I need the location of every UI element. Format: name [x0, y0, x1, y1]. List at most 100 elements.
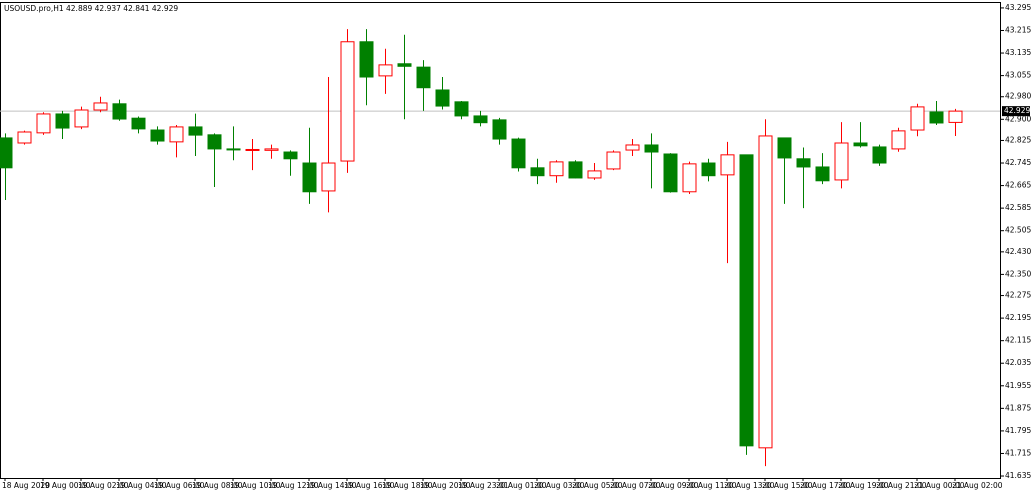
candle-body	[264, 148, 279, 151]
candle-body	[226, 148, 241, 151]
x-tick-label: 21 Aug 00:00	[914, 481, 965, 490]
x-tick-label: 19 Aug 06:00	[154, 481, 205, 490]
x-tick-label: 19 Aug 12:00	[268, 481, 319, 490]
candle-body	[834, 142, 849, 181]
x-tick-label: 19 Aug 16:00	[344, 481, 395, 490]
x-tick-label: 20 Aug 01:00	[496, 481, 547, 490]
y-tick-label: 42.900	[1005, 114, 1031, 123]
x-tick-label: 19 Aug 00:00	[40, 481, 91, 490]
candle-body	[777, 137, 792, 159]
x-tick-label: 20 Aug 03:00	[534, 481, 585, 490]
candle-body	[796, 158, 811, 168]
y-tick-label: 42.980	[1005, 92, 1031, 101]
x-tick-label: 21 Aug 02:00	[952, 481, 1003, 490]
candle-body	[74, 109, 89, 128]
candle-body	[511, 138, 526, 169]
candle-body	[625, 144, 640, 151]
y-tick-label: 42.350	[1005, 269, 1031, 278]
x-tick-label: 18 Aug 2020	[2, 481, 50, 490]
candle-body	[549, 161, 564, 177]
x-tick-label: 19 Aug 14:00	[306, 481, 357, 490]
y-tick-label: 43.215	[1005, 25, 1031, 34]
y-tick-label: 42.665	[1005, 181, 1031, 190]
x-tick-label: 19 Aug 04:00	[116, 481, 167, 490]
x-tick-label: 20 Aug 09:00	[648, 481, 699, 490]
candle-body	[872, 146, 887, 164]
y-tick-label: 41.715	[1005, 448, 1031, 457]
x-tick-label: 20 Aug 13:00	[724, 481, 775, 490]
candle-body	[55, 113, 70, 129]
candle-body	[283, 151, 298, 160]
candle-body	[891, 130, 906, 150]
y-tick-label: 42.275	[1005, 291, 1031, 300]
candle-body	[815, 166, 830, 182]
x-tick-label: 19 Aug 08:00	[192, 481, 243, 490]
candle-body	[131, 117, 146, 130]
candle-body	[853, 142, 868, 147]
x-tick-label: 19 Aug 20:00	[420, 481, 471, 490]
candle-body	[207, 134, 222, 150]
y-tick-label: 43.295	[1005, 3, 1031, 12]
candle-body	[929, 111, 944, 124]
x-tick-label: 19 Aug 10:00	[230, 481, 281, 490]
candle-body	[910, 106, 925, 131]
candle-body	[416, 66, 431, 89]
chart-title: USOUSD.pro,H1 42.889 42.937 42.841 42.92…	[4, 4, 178, 13]
x-tick-label: 20 Aug 17:00	[800, 481, 851, 490]
candle-body	[682, 163, 697, 193]
candle-body	[948, 110, 963, 123]
candle-body	[701, 162, 716, 177]
price-box	[1002, 106, 1030, 117]
x-tick-label: 20 Aug 15:00	[762, 481, 813, 490]
y-tick-label: 43.055	[1005, 71, 1031, 80]
x-tick-label: 19 Aug 18:00	[382, 481, 433, 490]
candle-body	[93, 102, 108, 111]
candle-body	[644, 144, 659, 153]
y-tick-label: 42.035	[1005, 358, 1031, 367]
y-tick-label: 42.195	[1005, 313, 1031, 322]
candle-body	[739, 154, 754, 447]
candle-body	[397, 63, 412, 67]
y-tick-label: 41.875	[1005, 403, 1031, 412]
candle-body	[492, 119, 507, 140]
candle-body	[17, 131, 32, 144]
price-label: 42.929	[1004, 106, 1030, 115]
candle-body	[454, 101, 469, 117]
y-tick-label: 41.795	[1005, 426, 1031, 435]
candle-body	[435, 89, 450, 107]
candle-body	[340, 41, 355, 162]
y-tick-label: 41.635	[1005, 471, 1031, 480]
x-tick-label: 20 Aug 19:00	[838, 481, 889, 490]
candle-body	[0, 137, 13, 169]
candle-body	[530, 167, 545, 177]
y-tick-label: 43.135	[1005, 48, 1031, 57]
candle-body	[302, 162, 317, 193]
candle-body	[169, 126, 184, 143]
x-tick-label: 19 Aug 02:00	[78, 481, 129, 490]
y-tick-label: 42.745	[1005, 158, 1031, 167]
candle-body	[378, 64, 393, 77]
x-tick-label: 20 Aug 21:00	[876, 481, 927, 490]
candle-body	[321, 162, 336, 192]
x-tick-label: 20 Aug 11:00	[686, 481, 737, 490]
candle-body	[150, 129, 165, 142]
y-tick-label: 42.115	[1005, 336, 1031, 345]
y-tick-label: 42.430	[1005, 247, 1031, 256]
candle-body	[36, 113, 51, 134]
x-tick-label: 19 Aug 23:01	[458, 481, 509, 490]
candle-body	[359, 41, 374, 78]
y-tick-label: 41.955	[1005, 381, 1031, 390]
candle-body	[587, 170, 602, 179]
x-tick-label: 20 Aug 05:00	[572, 481, 623, 490]
candle-body	[606, 151, 621, 170]
candle-body	[112, 103, 127, 120]
candle-body	[188, 126, 203, 136]
candle-body	[720, 154, 735, 176]
candle-body	[758, 135, 773, 449]
y-tick-label: 42.585	[1005, 203, 1031, 212]
y-tick-label: 42.825	[1005, 135, 1031, 144]
x-tick-label: 20 Aug 07:00	[610, 481, 661, 490]
candle-body	[663, 153, 678, 193]
candle-body	[568, 161, 583, 179]
